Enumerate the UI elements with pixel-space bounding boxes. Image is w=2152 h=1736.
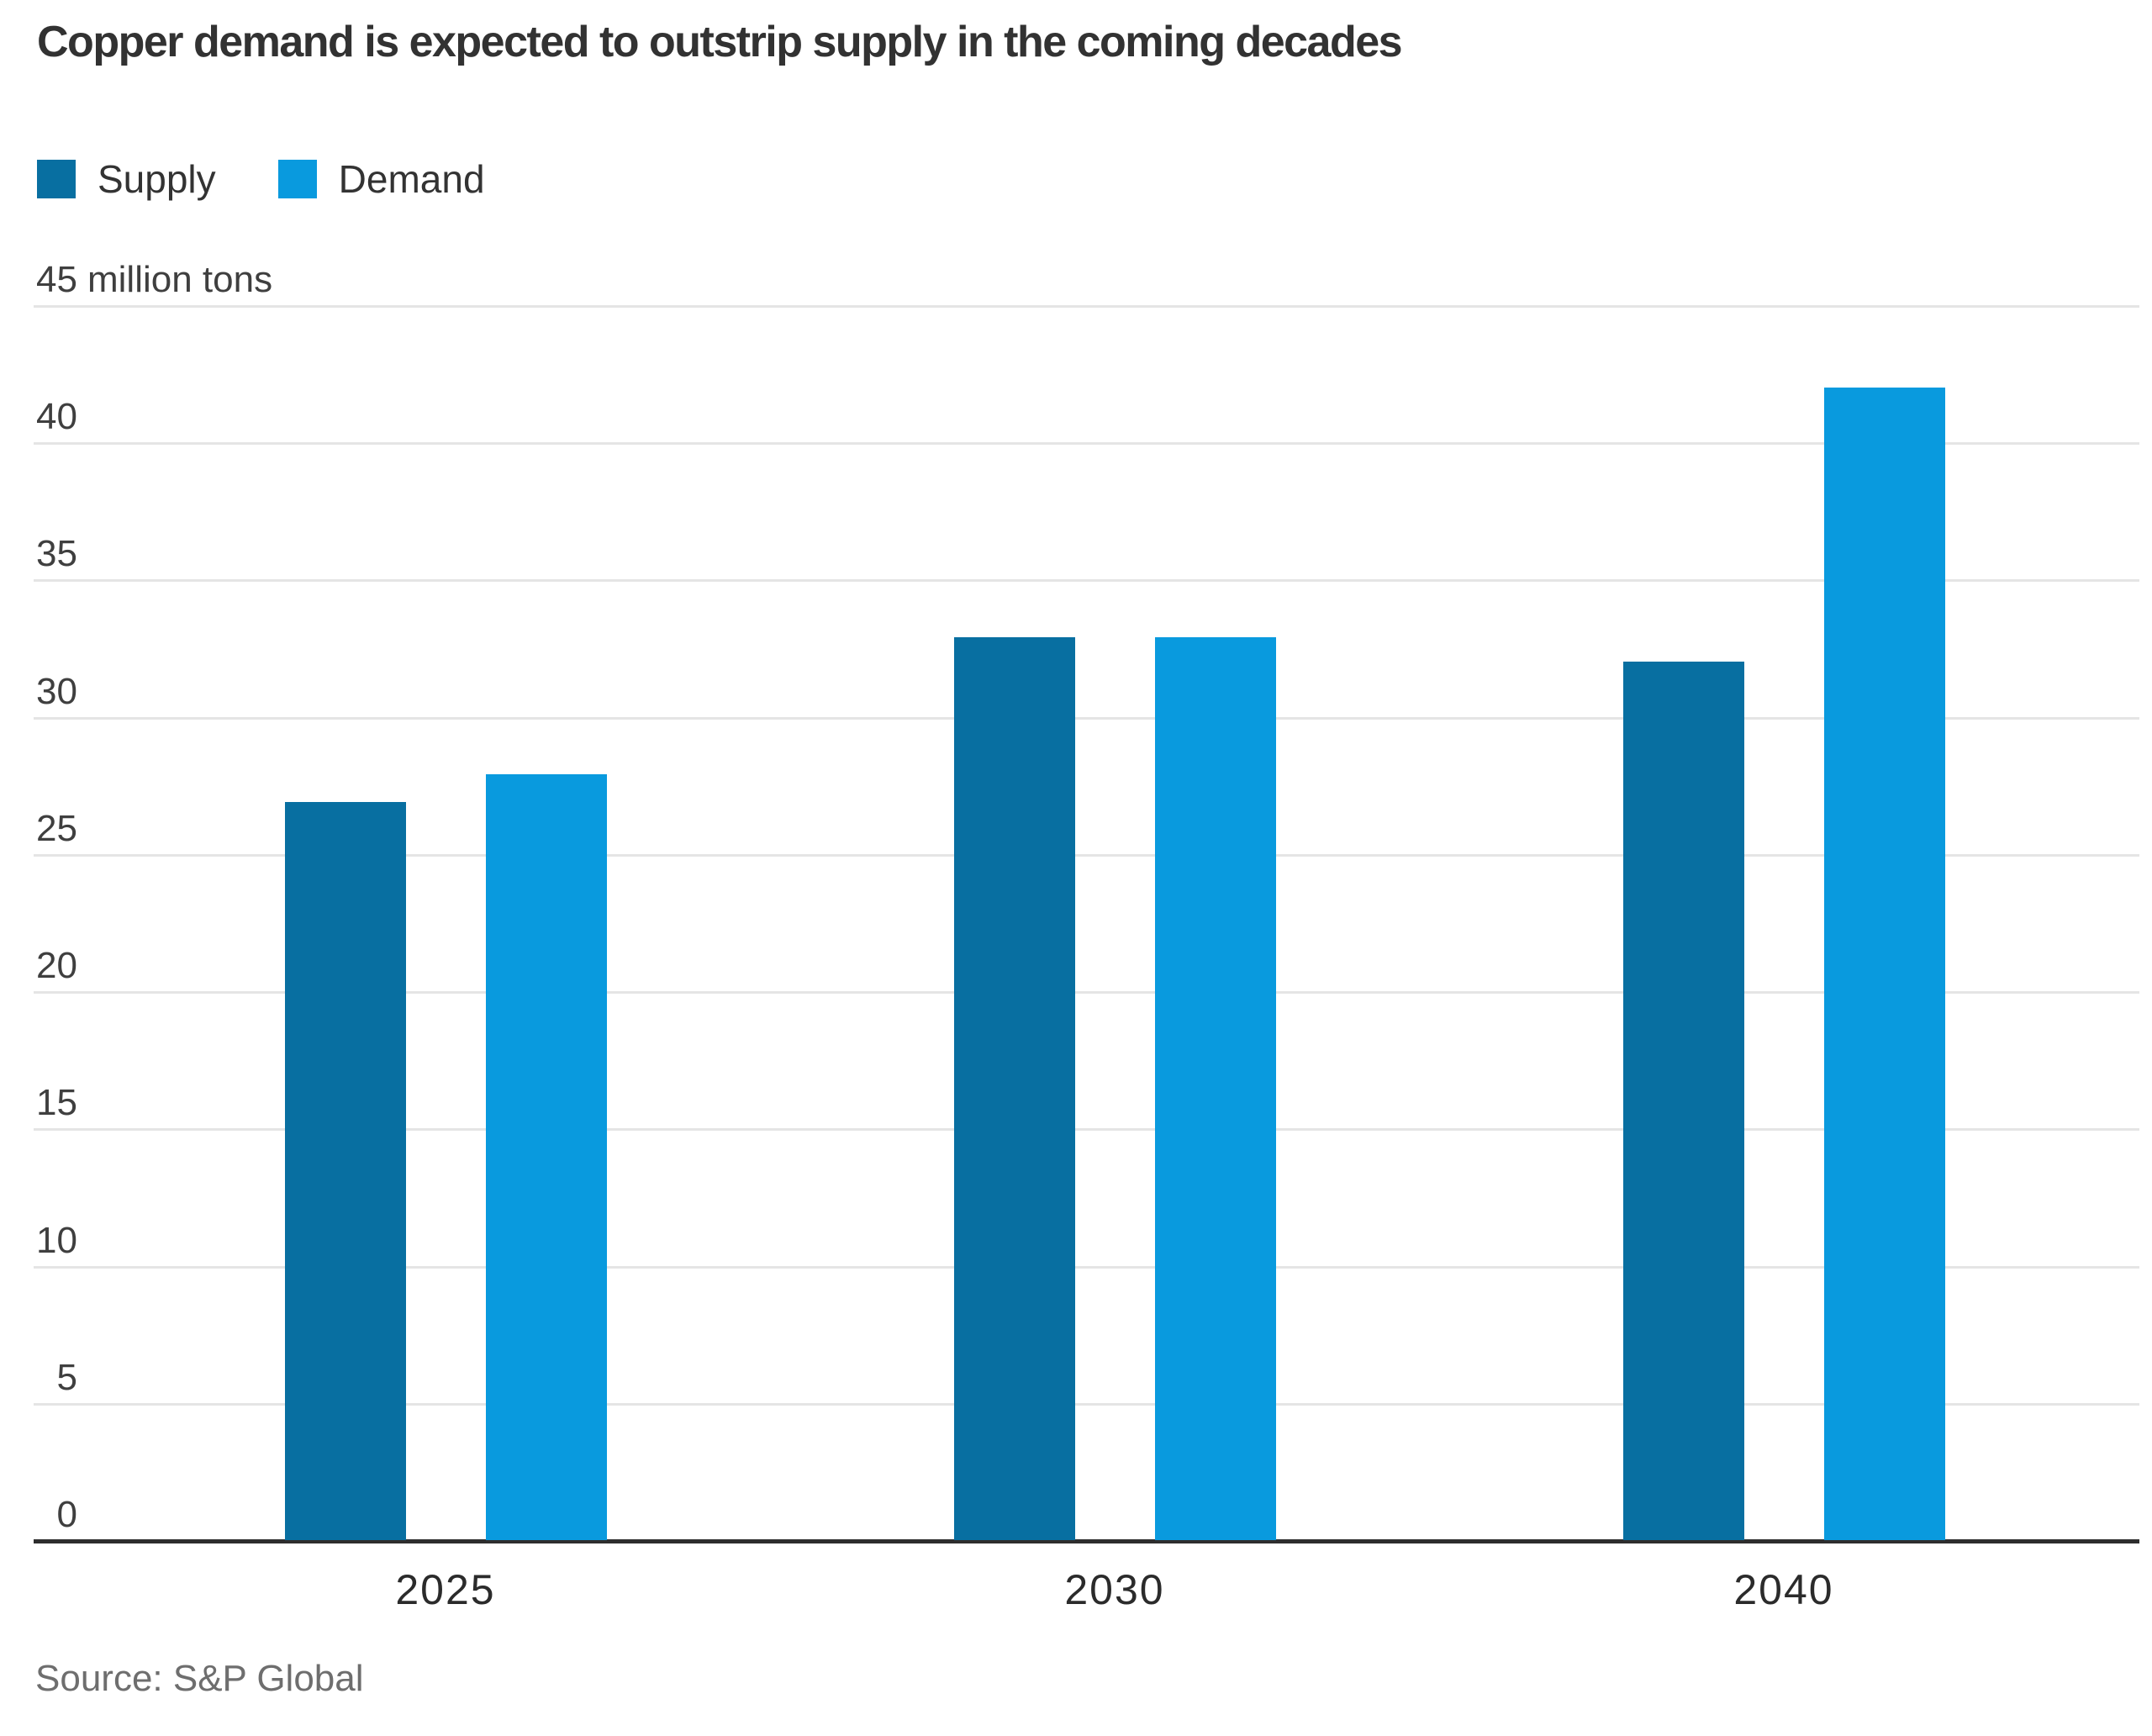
demand-swatch-icon [277,160,317,198]
bar-supply-2030 [954,637,1075,1540]
gridline-5 [34,1403,2139,1406]
legend: Supply Demand [37,156,485,202]
chart-title: Copper demand is expected to outstrip su… [37,18,1403,66]
source-note: Source: S&P Global [35,1658,364,1699]
x-axis-label-2025: 2025 [395,1566,496,1613]
y-tick-label-45: 45 million tons [36,259,273,300]
y-tick-label-20: 20 [36,945,77,986]
y-tick-label-15: 15 [36,1082,77,1123]
y-tick-label-10: 10 [36,1220,77,1261]
gridline-15 [34,1128,2139,1131]
legend-label-supply: Supply [98,157,216,201]
gridline-10 [34,1266,2139,1269]
y-tick-label-40: 40 [36,396,77,437]
x-axis-line [34,1539,2139,1543]
bar-demand-2030 [1155,637,1276,1540]
legend-item-demand: Demand [277,156,485,202]
y-tick-label-35: 35 [36,533,77,574]
x-axis-label-2040: 2040 [1733,1566,1834,1613]
bar-supply-2040 [1623,662,1744,1540]
legend-item-supply: Supply [37,156,216,202]
y-axis-unit-label: million tons [87,259,273,300]
y-tick-label-5: 5 [56,1357,77,1398]
gridline-30 [34,717,2139,720]
gridline-40 [34,442,2139,445]
gridline-20 [34,991,2139,994]
legend-label-demand: Demand [338,157,485,201]
supply-swatch-icon [37,160,76,198]
y-tick-label-30: 30 [36,671,77,712]
y-tick-label-0: 0 [56,1494,77,1535]
bar-demand-2040 [1824,388,1945,1540]
x-axis-label-2030: 2030 [1064,1566,1165,1613]
gridline-35 [34,579,2139,582]
bar-demand-2025 [486,774,607,1540]
gridline-45 [34,305,2139,308]
y-tick-label-25: 25 [36,808,77,849]
bar-supply-2025 [285,802,406,1540]
gridline-25 [34,854,2139,857]
